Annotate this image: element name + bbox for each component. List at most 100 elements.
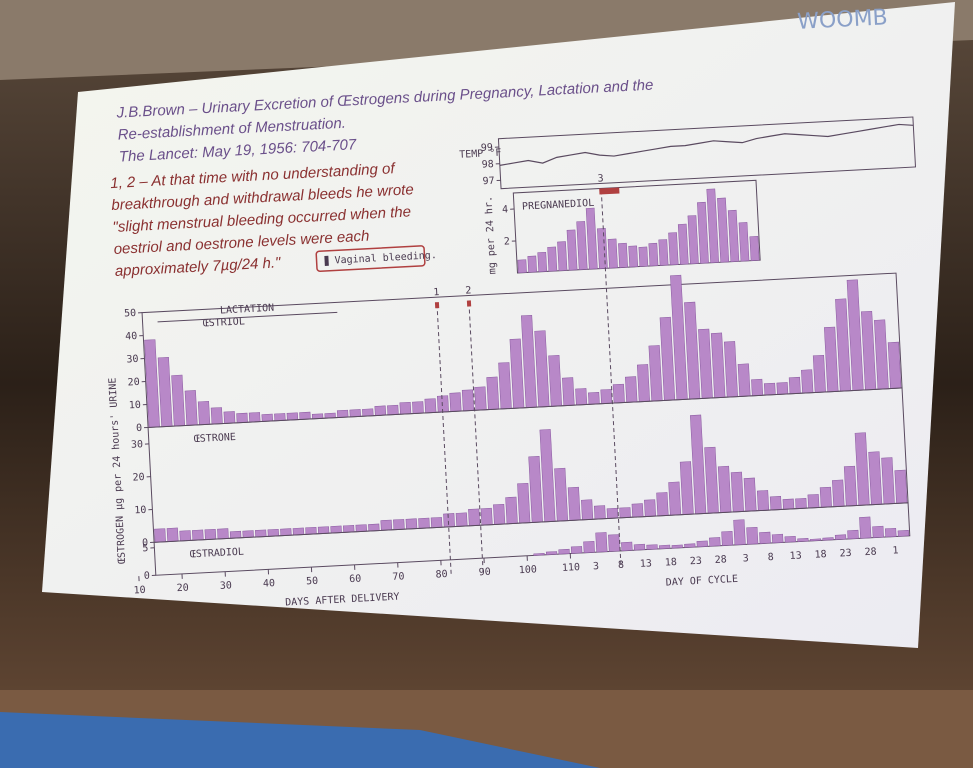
bar — [619, 507, 631, 519]
bar — [668, 481, 682, 516]
bar — [217, 528, 229, 540]
bar — [493, 503, 506, 525]
bar — [474, 386, 487, 411]
bar — [618, 242, 628, 268]
bar — [746, 526, 759, 545]
x-tick-label: 50 — [306, 576, 319, 588]
y-tick-label: 5 — [142, 543, 149, 554]
y-tick-label: 97 — [482, 176, 495, 188]
bar — [242, 530, 254, 538]
bar — [399, 401, 412, 415]
bar — [730, 471, 744, 513]
bar — [455, 512, 468, 527]
bar — [795, 498, 807, 509]
y-tick-label: 50 — [124, 308, 137, 320]
bar — [393, 519, 405, 531]
bar — [545, 551, 558, 556]
x-tick-label: 10 — [133, 585, 146, 597]
bar — [547, 246, 558, 272]
bar — [566, 229, 578, 271]
bar — [299, 411, 311, 420]
bar — [668, 232, 679, 266]
bar — [197, 400, 211, 426]
bar — [274, 413, 286, 422]
y-tick-label: 0 — [136, 423, 143, 434]
x-tick-label: 28 — [864, 547, 877, 559]
bar — [223, 411, 236, 424]
panel-label: PREGNANEDIOL — [522, 198, 595, 213]
bar — [658, 239, 669, 266]
bar — [671, 544, 683, 549]
bar — [380, 519, 393, 531]
bar — [166, 527, 179, 542]
bar — [585, 207, 598, 270]
bar — [154, 528, 166, 543]
bar — [717, 197, 730, 263]
bar — [362, 408, 374, 417]
bar — [562, 377, 575, 406]
bar — [822, 537, 834, 541]
bar — [784, 535, 796, 543]
y-tick-label: 30 — [126, 354, 139, 366]
bar — [759, 531, 771, 544]
bar — [600, 389, 613, 404]
bar — [575, 388, 588, 406]
bar — [374, 405, 387, 416]
marker-line — [436, 304, 452, 577]
bar — [771, 533, 784, 544]
bar — [756, 490, 770, 511]
bar — [644, 499, 657, 517]
bar — [706, 188, 719, 264]
x-tick-label: 13 — [640, 558, 653, 570]
bar — [595, 532, 608, 553]
bar — [505, 496, 518, 525]
bar — [624, 376, 638, 403]
bar — [498, 362, 512, 410]
bar — [743, 477, 757, 512]
bar — [336, 409, 349, 418]
panel-frame — [153, 502, 911, 576]
y-tick-label: 10 — [129, 400, 142, 412]
bar — [872, 525, 884, 538]
bar — [709, 537, 721, 547]
y-tick-label: 99 — [481, 142, 494, 154]
bar — [884, 527, 897, 538]
bar — [751, 378, 764, 397]
bar — [809, 538, 822, 542]
y-tick-label: 40 — [125, 331, 138, 343]
bar — [179, 530, 192, 542]
bar — [628, 245, 639, 268]
x-tick-label: 100 — [519, 564, 538, 576]
bar — [368, 523, 380, 532]
legend-swatch — [324, 255, 329, 266]
bar — [812, 354, 826, 393]
bar — [424, 398, 437, 414]
bar — [581, 499, 594, 521]
marker-label: 1 — [433, 287, 440, 298]
lactation-label: LACTATION — [220, 303, 275, 317]
bar — [305, 526, 317, 535]
bar — [733, 519, 746, 546]
bar — [236, 412, 248, 424]
x-tick-label: 8 — [618, 560, 625, 571]
bar — [769, 496, 782, 511]
x-tick-label: 23 — [690, 556, 703, 568]
bar — [210, 407, 223, 425]
bar — [847, 529, 859, 540]
bar — [677, 223, 689, 265]
bar — [843, 465, 858, 507]
bar — [192, 529, 204, 541]
x-tick-label: 18 — [665, 557, 678, 569]
bar — [612, 383, 625, 404]
bar — [656, 492, 669, 517]
bar — [517, 482, 531, 524]
bar — [461, 389, 475, 412]
ceiling — [0, 0, 973, 80]
bar — [631, 503, 644, 518]
bar — [486, 376, 500, 410]
bar — [721, 531, 734, 546]
x-tick-label: 20 — [176, 583, 189, 595]
bar — [788, 376, 801, 395]
y-tick-label: 4 — [502, 204, 509, 215]
